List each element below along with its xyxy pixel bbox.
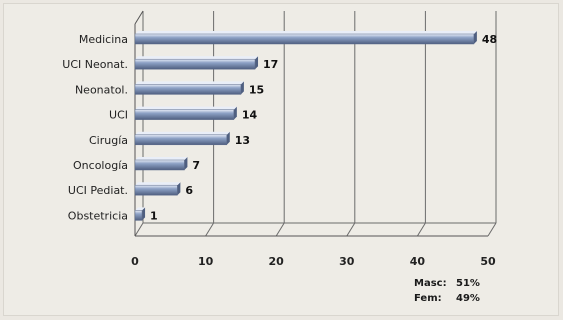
stat-label: Masc: (414, 278, 447, 289)
bar (134, 184, 178, 196)
bar-end (473, 31, 477, 44)
bar-top (135, 207, 146, 211)
bar-end (226, 131, 230, 145)
category-label: Medicina (79, 33, 128, 46)
bar-end (184, 157, 188, 170)
bar (134, 58, 256, 70)
floor-line (487, 222, 497, 237)
floor-line (416, 222, 426, 237)
stat-value: 49% (456, 293, 480, 304)
data-label: 1 (150, 209, 158, 222)
category-label: Oncología (73, 159, 128, 172)
bar (134, 109, 235, 120)
stat-value: 51% (456, 278, 480, 289)
bar-top (135, 106, 237, 110)
x-tick-label: 50 (480, 255, 496, 268)
x-tick-label: 30 (339, 255, 355, 268)
bar (134, 134, 228, 146)
x-tick-label: 0 (131, 255, 139, 268)
wall-edge (134, 10, 144, 25)
bar-top (135, 131, 230, 135)
bar-end (240, 81, 244, 95)
x-tick-label: 20 (269, 255, 285, 268)
category-label: UCI Pediat. (68, 184, 128, 197)
bar-top (135, 157, 188, 160)
gender-stats: Masc: 51% Fem: 49% (414, 276, 480, 306)
bar (134, 210, 143, 221)
bar-end (177, 182, 181, 196)
bar-top (135, 31, 477, 34)
bar-top (135, 56, 259, 60)
category-label: UCI (109, 109, 128, 122)
data-label: 13 (235, 134, 250, 147)
stat-row-masc: Masc: 51% (414, 276, 480, 291)
data-label: 48 (482, 33, 497, 46)
data-label: 7 (192, 159, 200, 172)
category-label: Neonatol. (75, 83, 128, 96)
floor-line (205, 222, 215, 237)
bars (134, 31, 477, 221)
floor-line (275, 222, 285, 237)
data-label: 6 (185, 184, 193, 197)
stat-label: Fem: (414, 293, 442, 304)
bar-end (255, 56, 259, 70)
category-label: Cirugía (89, 134, 128, 147)
x-tick-label: 40 (410, 255, 426, 268)
category-label: Obstetricia (68, 209, 128, 222)
stat-row-fem: Fem: 49% (414, 291, 480, 306)
data-label: 17 (263, 58, 278, 71)
bar (134, 159, 185, 171)
bar (134, 84, 242, 95)
floor-line (346, 222, 356, 237)
data-label: 14 (242, 109, 258, 122)
floor-line (134, 222, 144, 237)
bar-top (135, 182, 181, 186)
bar-top (135, 81, 244, 85)
bar (134, 33, 475, 45)
category-label: UCI Neonat. (62, 58, 128, 71)
gridlines (134, 10, 497, 237)
x-tick-label: 10 (198, 255, 214, 268)
data-label: 15 (249, 83, 264, 96)
chart-frame: 0 10 20 30 40 50 Medicina 48 UCI Neonat. 17 Neonat… (3, 3, 559, 316)
bar-end (233, 106, 237, 120)
bar-end (142, 207, 146, 221)
